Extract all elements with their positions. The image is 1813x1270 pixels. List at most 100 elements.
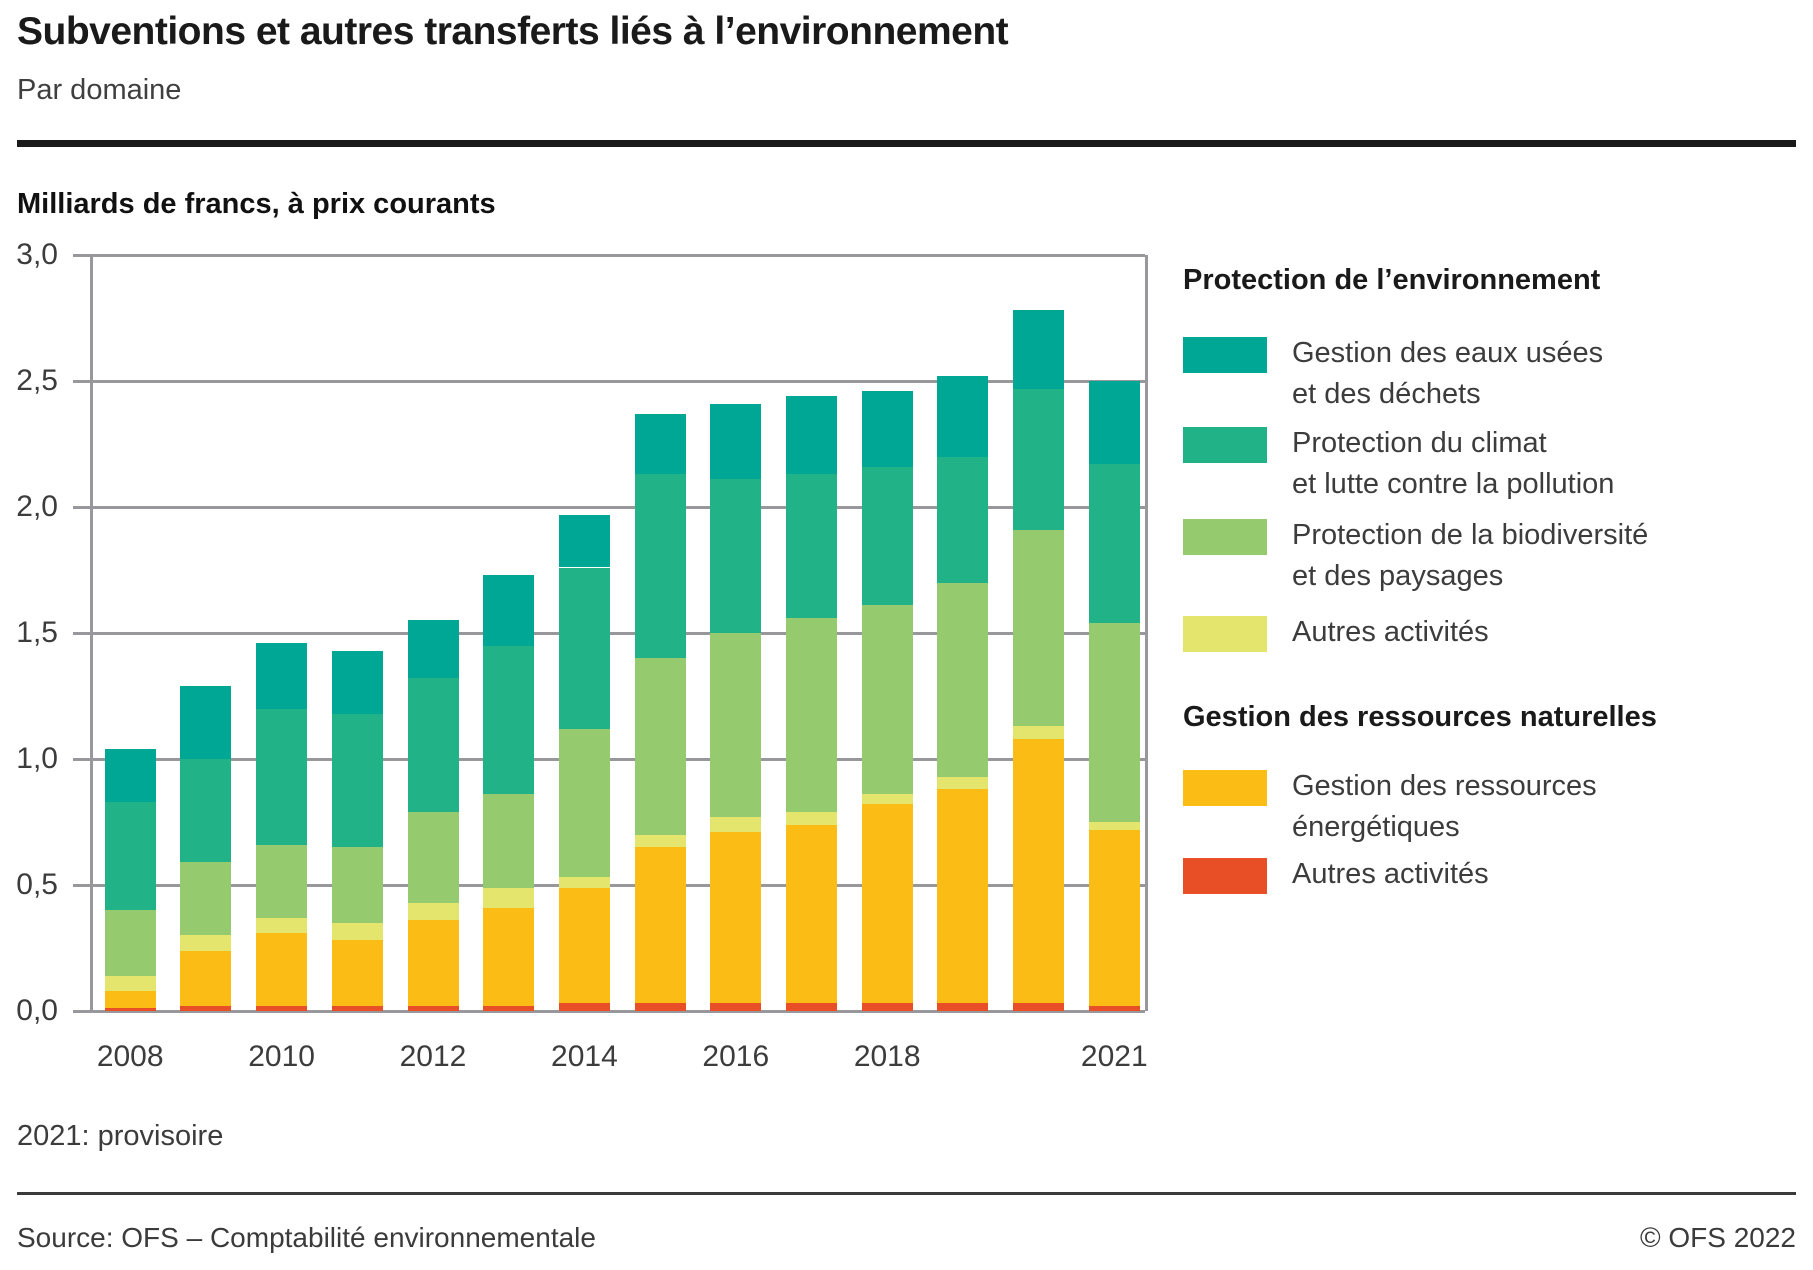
footnote: 2021: provisoire	[17, 1120, 224, 1152]
segment-2020-protection-de-la-biodiversit-et-des-paysages	[1013, 529, 1065, 727]
segment-2011-gestion-des-eaux-us-es-et-des-d-chets	[331, 650, 383, 714]
y-tick-1,5	[73, 631, 93, 635]
x-axis-label-2010: 2010	[248, 1040, 315, 1073]
y-tick-0,5	[73, 883, 93, 887]
y-tick-2,0	[73, 505, 93, 509]
segment-2013-gestion-des-eaux-us-es-et-des-d-chets	[483, 575, 535, 646]
bar-2011	[331, 255, 383, 1011]
segment-2008-autres-activit-s-gestion-des-ressources-naturelles	[104, 1008, 156, 1011]
segment-2013-autres-activit-s-protection-de-l-environnement	[483, 887, 535, 908]
segment-2017-protection-de-la-biodiversit-et-des-paysages	[786, 617, 837, 812]
segment-2013-protection-de-la-biodiversit-et-des-paysages	[483, 794, 535, 888]
segment-2020-protection-du-climat-et-lutte-contre-la-pollution	[1013, 388, 1065, 530]
segment-2013-autres-activit-s-gestion-des-ressources-naturelles	[483, 1005, 535, 1011]
segment-2014-protection-de-la-biodiversit-et-des-paysages	[558, 728, 610, 878]
segment-2021-gestion-des-eaux-us-es-et-des-d-chets	[1088, 381, 1140, 465]
segment-2011-autres-activit-s-gestion-des-ressources-naturelles	[331, 1005, 383, 1011]
gridline-1,5	[93, 631, 1145, 635]
segment-2015-gestion-des-ressources-nerg-tiques	[634, 847, 686, 1004]
gridline-1,0	[93, 757, 1145, 761]
segment-2018-protection-de-la-biodiversit-et-des-paysages	[861, 605, 913, 795]
bar-2014	[558, 255, 610, 1011]
segment-2019-autres-activit-s-protection-de-l-environnement	[937, 776, 989, 790]
segment-2009-autres-activit-s-protection-de-l-environnement	[180, 935, 232, 951]
y-axis-label-0,0: 0,0	[16, 994, 58, 1027]
segment-2019-gestion-des-eaux-us-es-et-des-d-chets	[937, 375, 989, 457]
segment-2015-autres-activit-s-gestion-des-ressources-naturelles	[634, 1003, 686, 1011]
segment-2014-gestion-des-ressources-nerg-tiques	[558, 887, 610, 1004]
segment-2011-autres-activit-s-protection-de-l-environnement	[331, 922, 383, 941]
segment-2019-autres-activit-s-gestion-des-ressources-naturelles	[937, 1003, 989, 1011]
segment-2017-protection-du-climat-et-lutte-contre-la-pollution	[786, 474, 837, 618]
legend-label-eaux-usees: Gestion des eaux usées et des déchets	[1292, 337, 1604, 410]
bar-2020	[1013, 255, 1065, 1011]
swatch-eaux-usees	[1183, 337, 1267, 373]
y-tick-3,0	[73, 253, 93, 257]
segment-2009-gestion-des-eaux-us-es-et-des-d-chets	[180, 685, 232, 759]
y-axis-label-2,0: 2,0	[16, 490, 58, 523]
segment-2012-protection-du-climat-et-lutte-contre-la-pollution	[407, 678, 459, 812]
segment-2017-gestion-des-ressources-nerg-tiques	[786, 824, 837, 1004]
segment-2021-autres-activit-s-protection-de-l-environnement	[1088, 822, 1140, 830]
gridline-2,0	[93, 505, 1145, 509]
legend-item-eaux-usees: Gestion des eaux usées et des déchets	[1183, 337, 1603, 419]
swatch-biodiversite	[1183, 519, 1267, 555]
segment-2021-autres-activit-s-gestion-des-ressources-naturelles	[1088, 1005, 1140, 1011]
segment-2016-autres-activit-s-gestion-des-ressources-naturelles	[710, 1003, 762, 1011]
segment-2012-gestion-des-eaux-us-es-et-des-d-chets	[407, 620, 459, 679]
bar-2012	[407, 255, 459, 1011]
x-axis-label-2012: 2012	[399, 1040, 467, 1073]
segment-2016-protection-du-climat-et-lutte-contre-la-pollution	[710, 479, 762, 633]
segment-2014-gestion-des-eaux-us-es-et-des-d-chets	[558, 514, 610, 568]
legend-item-energetiques: Gestion des ressources énergétiques	[1183, 770, 1597, 852]
y-tick-2,5	[73, 379, 93, 383]
y-axis-label-0,5: 0,5	[16, 868, 58, 901]
segment-2016-gestion-des-eaux-us-es-et-des-d-chets	[710, 403, 762, 480]
segment-2011-protection-de-la-biodiversit-et-des-paysages	[331, 847, 383, 923]
bar-2015	[634, 255, 686, 1011]
segment-2018-autres-activit-s-gestion-des-ressources-naturelles	[861, 1003, 913, 1011]
bar-2016	[710, 255, 762, 1011]
segment-2015-protection-du-climat-et-lutte-contre-la-pollution	[634, 474, 686, 659]
x-axis-label-2016: 2016	[702, 1040, 770, 1073]
legend-group-ressources-title: Gestion des ressources naturelles	[1183, 701, 1657, 733]
copyright-note: © OFS 2022	[1639, 1222, 1796, 1253]
segment-2021-gestion-des-ressources-nerg-tiques	[1088, 829, 1140, 1006]
segment-2014-protection-du-climat-et-lutte-contre-la-pollution	[558, 567, 610, 729]
bar-2009	[180, 255, 232, 1011]
legend-label-energetiques: Gestion des ressources énergétiques	[1292, 770, 1597, 843]
plot-area	[73, 253, 1148, 1013]
swatch-autres-ress	[1183, 858, 1267, 894]
segment-2016-protection-de-la-biodiversit-et-des-paysages	[710, 633, 762, 817]
segment-2010-protection-de-la-biodiversit-et-des-paysages	[256, 844, 308, 918]
footer-rule	[17, 1192, 1796, 1195]
gridline-3,0	[93, 253, 1145, 257]
segment-2008-autres-activit-s-protection-de-l-environnement	[104, 975, 156, 991]
segment-2021-protection-du-climat-et-lutte-contre-la-pollution	[1088, 464, 1140, 623]
segment-2019-protection-du-climat-et-lutte-contre-la-pollution	[937, 456, 989, 583]
bar-2018	[861, 255, 913, 1011]
y-tick-1,0	[73, 757, 93, 761]
bar-2010	[256, 255, 308, 1011]
segment-2010-gestion-des-ressources-nerg-tiques	[256, 932, 308, 1006]
segment-2012-protection-de-la-biodiversit-et-des-paysages	[407, 811, 459, 903]
segment-2012-autres-activit-s-protection-de-l-environnement	[407, 902, 459, 921]
segment-2017-autres-activit-s-protection-de-l-environnement	[786, 811, 837, 825]
segment-2021-protection-de-la-biodiversit-et-des-paysages	[1088, 622, 1140, 822]
bar-2008	[104, 255, 156, 1011]
segment-2014-autres-activit-s-gestion-des-ressources-naturelles	[558, 1003, 610, 1011]
segment-2010-autres-activit-s-gestion-des-ressources-naturelles	[256, 1005, 308, 1011]
gridline-0,0	[93, 1009, 1145, 1013]
segment-2012-gestion-des-ressources-nerg-tiques	[407, 920, 459, 1006]
segment-2015-protection-de-la-biodiversit-et-des-paysages	[634, 658, 686, 835]
y-tick-0,0	[73, 1009, 93, 1013]
x-axis-label-2021: 2021	[1080, 1040, 1148, 1073]
segment-2010-protection-du-climat-et-lutte-contre-la-pollution	[256, 708, 308, 845]
y-axis-label-1,0: 1,0	[16, 742, 58, 775]
bar-2013	[483, 255, 535, 1011]
y-axis-label-3,0: 3,0	[16, 238, 58, 271]
segment-2020-autres-activit-s-gestion-des-ressources-naturelles	[1013, 1003, 1065, 1011]
swatch-autres-env	[1183, 616, 1267, 652]
x-axis-label-2014: 2014	[551, 1040, 618, 1073]
header-rule	[17, 140, 1796, 147]
